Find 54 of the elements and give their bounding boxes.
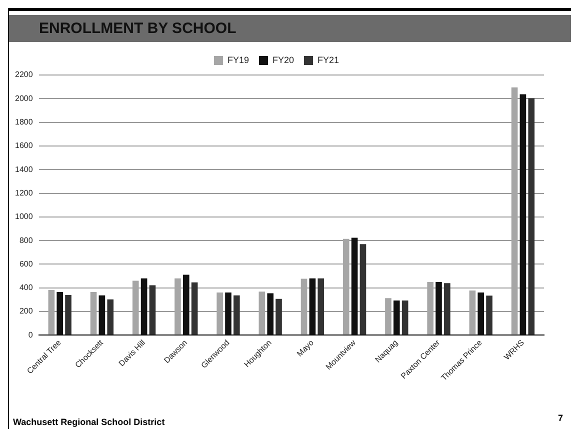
bar xyxy=(276,298,282,335)
legend-label: FY21 xyxy=(318,54,340,65)
text: 7 xyxy=(558,413,563,423)
y-tick-label: 2000 xyxy=(15,94,34,103)
bar xyxy=(65,294,72,335)
bar xyxy=(393,300,400,335)
bar xyxy=(225,292,232,335)
text: Wachusett Regional School District xyxy=(13,417,165,427)
bar xyxy=(469,290,476,335)
bar xyxy=(360,244,366,335)
bar xyxy=(216,292,223,335)
y-tick-label: 1200 xyxy=(15,188,34,198)
y-tick-label: 0 xyxy=(28,330,34,340)
bar xyxy=(56,292,64,335)
bar xyxy=(520,94,526,335)
bar xyxy=(309,278,316,335)
y-tick-label: 200 xyxy=(19,306,34,316)
bar xyxy=(528,98,535,335)
bar xyxy=(107,299,114,335)
bar xyxy=(267,293,274,335)
y-tick-label: 1800 xyxy=(15,118,34,127)
bar xyxy=(90,292,97,335)
y-tick-label: 1400 xyxy=(15,164,34,174)
bar xyxy=(182,274,190,335)
bar xyxy=(48,290,55,335)
bar xyxy=(436,282,442,335)
bar xyxy=(402,300,408,335)
y-tick-label: 1600 xyxy=(15,141,34,150)
legend-label: FY20 xyxy=(272,54,294,65)
bar xyxy=(318,278,324,335)
bar xyxy=(351,238,358,335)
bar xyxy=(258,292,266,335)
bar xyxy=(140,278,148,335)
bar xyxy=(149,285,156,335)
bar xyxy=(444,283,450,335)
bar xyxy=(486,296,492,335)
bar xyxy=(511,87,518,335)
bar xyxy=(478,292,484,335)
bar xyxy=(191,282,198,335)
y-tick-label: 800 xyxy=(19,236,34,245)
bar xyxy=(132,280,139,335)
bar xyxy=(427,282,434,335)
legend-label: FY19 xyxy=(227,54,249,65)
y-tick-label: 1000 xyxy=(15,212,34,222)
bar xyxy=(98,295,106,335)
y-tick-label: 600 xyxy=(19,259,34,268)
bar xyxy=(300,278,308,335)
bar xyxy=(385,298,392,335)
bar xyxy=(342,238,350,335)
bar xyxy=(174,278,181,335)
y-tick-label: 400 xyxy=(19,283,34,292)
chart-title: ENROLLMENT BY SCHOOL xyxy=(9,15,571,42)
bar xyxy=(234,295,240,335)
y-tick-label: 2200 xyxy=(15,70,34,80)
